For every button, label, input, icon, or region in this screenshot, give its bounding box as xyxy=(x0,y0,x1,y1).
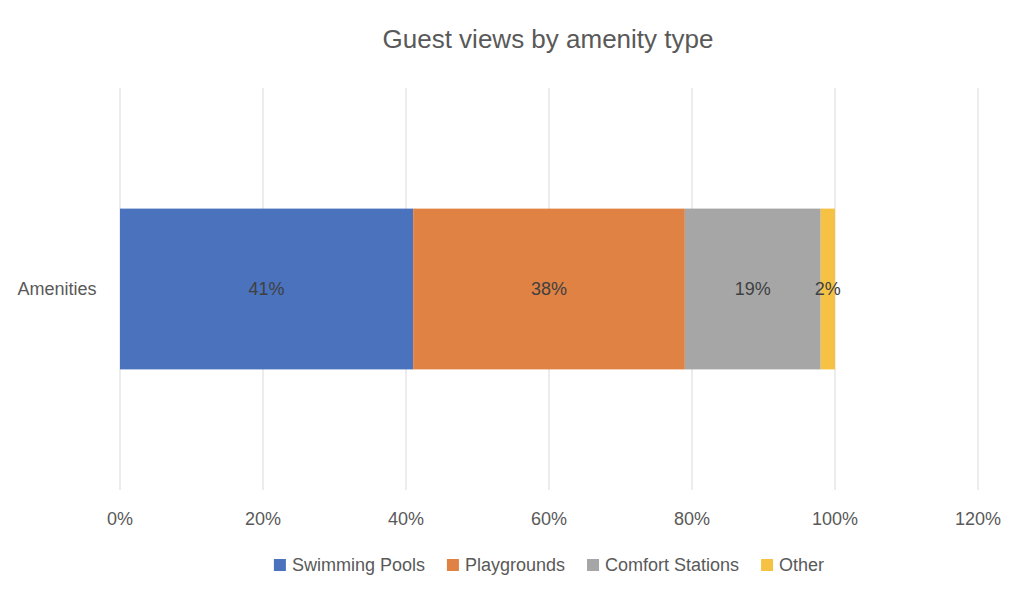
tick-label: 120% xyxy=(955,509,1001,529)
bars xyxy=(120,209,835,370)
legend-item: Swimming Pools xyxy=(274,555,425,575)
legend-label: Playgrounds xyxy=(465,555,565,575)
category-label: Amenities xyxy=(17,279,96,299)
legend-swatch xyxy=(761,559,773,571)
chart: Guest views by amenity type 0% 20% 40% 60% 80… xyxy=(0,0,1024,598)
legend-swatch xyxy=(447,559,459,571)
bar xyxy=(685,209,821,370)
legend-label: Swimming Pools xyxy=(292,555,425,575)
tick-label: 100% xyxy=(812,509,858,529)
tick-label: 0% xyxy=(107,509,133,529)
background xyxy=(0,0,1024,598)
tick-label: 80% xyxy=(674,509,710,529)
legend-label: Other xyxy=(779,555,824,575)
legend-swatch xyxy=(274,559,286,571)
data-labels: 41% 38% 19% 2% xyxy=(249,279,841,299)
data-label: 38% xyxy=(531,279,567,299)
legend-item: Comfort Stations xyxy=(587,555,739,575)
legend-item: Playgrounds xyxy=(447,555,565,575)
legend: Swimming Pools Playgrounds Comfort Station… xyxy=(274,555,824,575)
grid-line xyxy=(978,88,979,490)
data-label: 2% xyxy=(815,279,841,299)
title: Guest views by amenity type xyxy=(383,24,714,54)
legend-swatch xyxy=(587,559,599,571)
legend-item: Other xyxy=(761,555,824,575)
bar xyxy=(413,209,685,370)
legend-label: Comfort Stations xyxy=(605,555,739,575)
tick-label: 60% xyxy=(531,509,567,529)
tick-label: 40% xyxy=(388,509,424,529)
tick-label: 20% xyxy=(245,509,281,529)
bar xyxy=(120,209,413,370)
data-label: 41% xyxy=(249,279,285,299)
data-label: 19% xyxy=(735,279,771,299)
